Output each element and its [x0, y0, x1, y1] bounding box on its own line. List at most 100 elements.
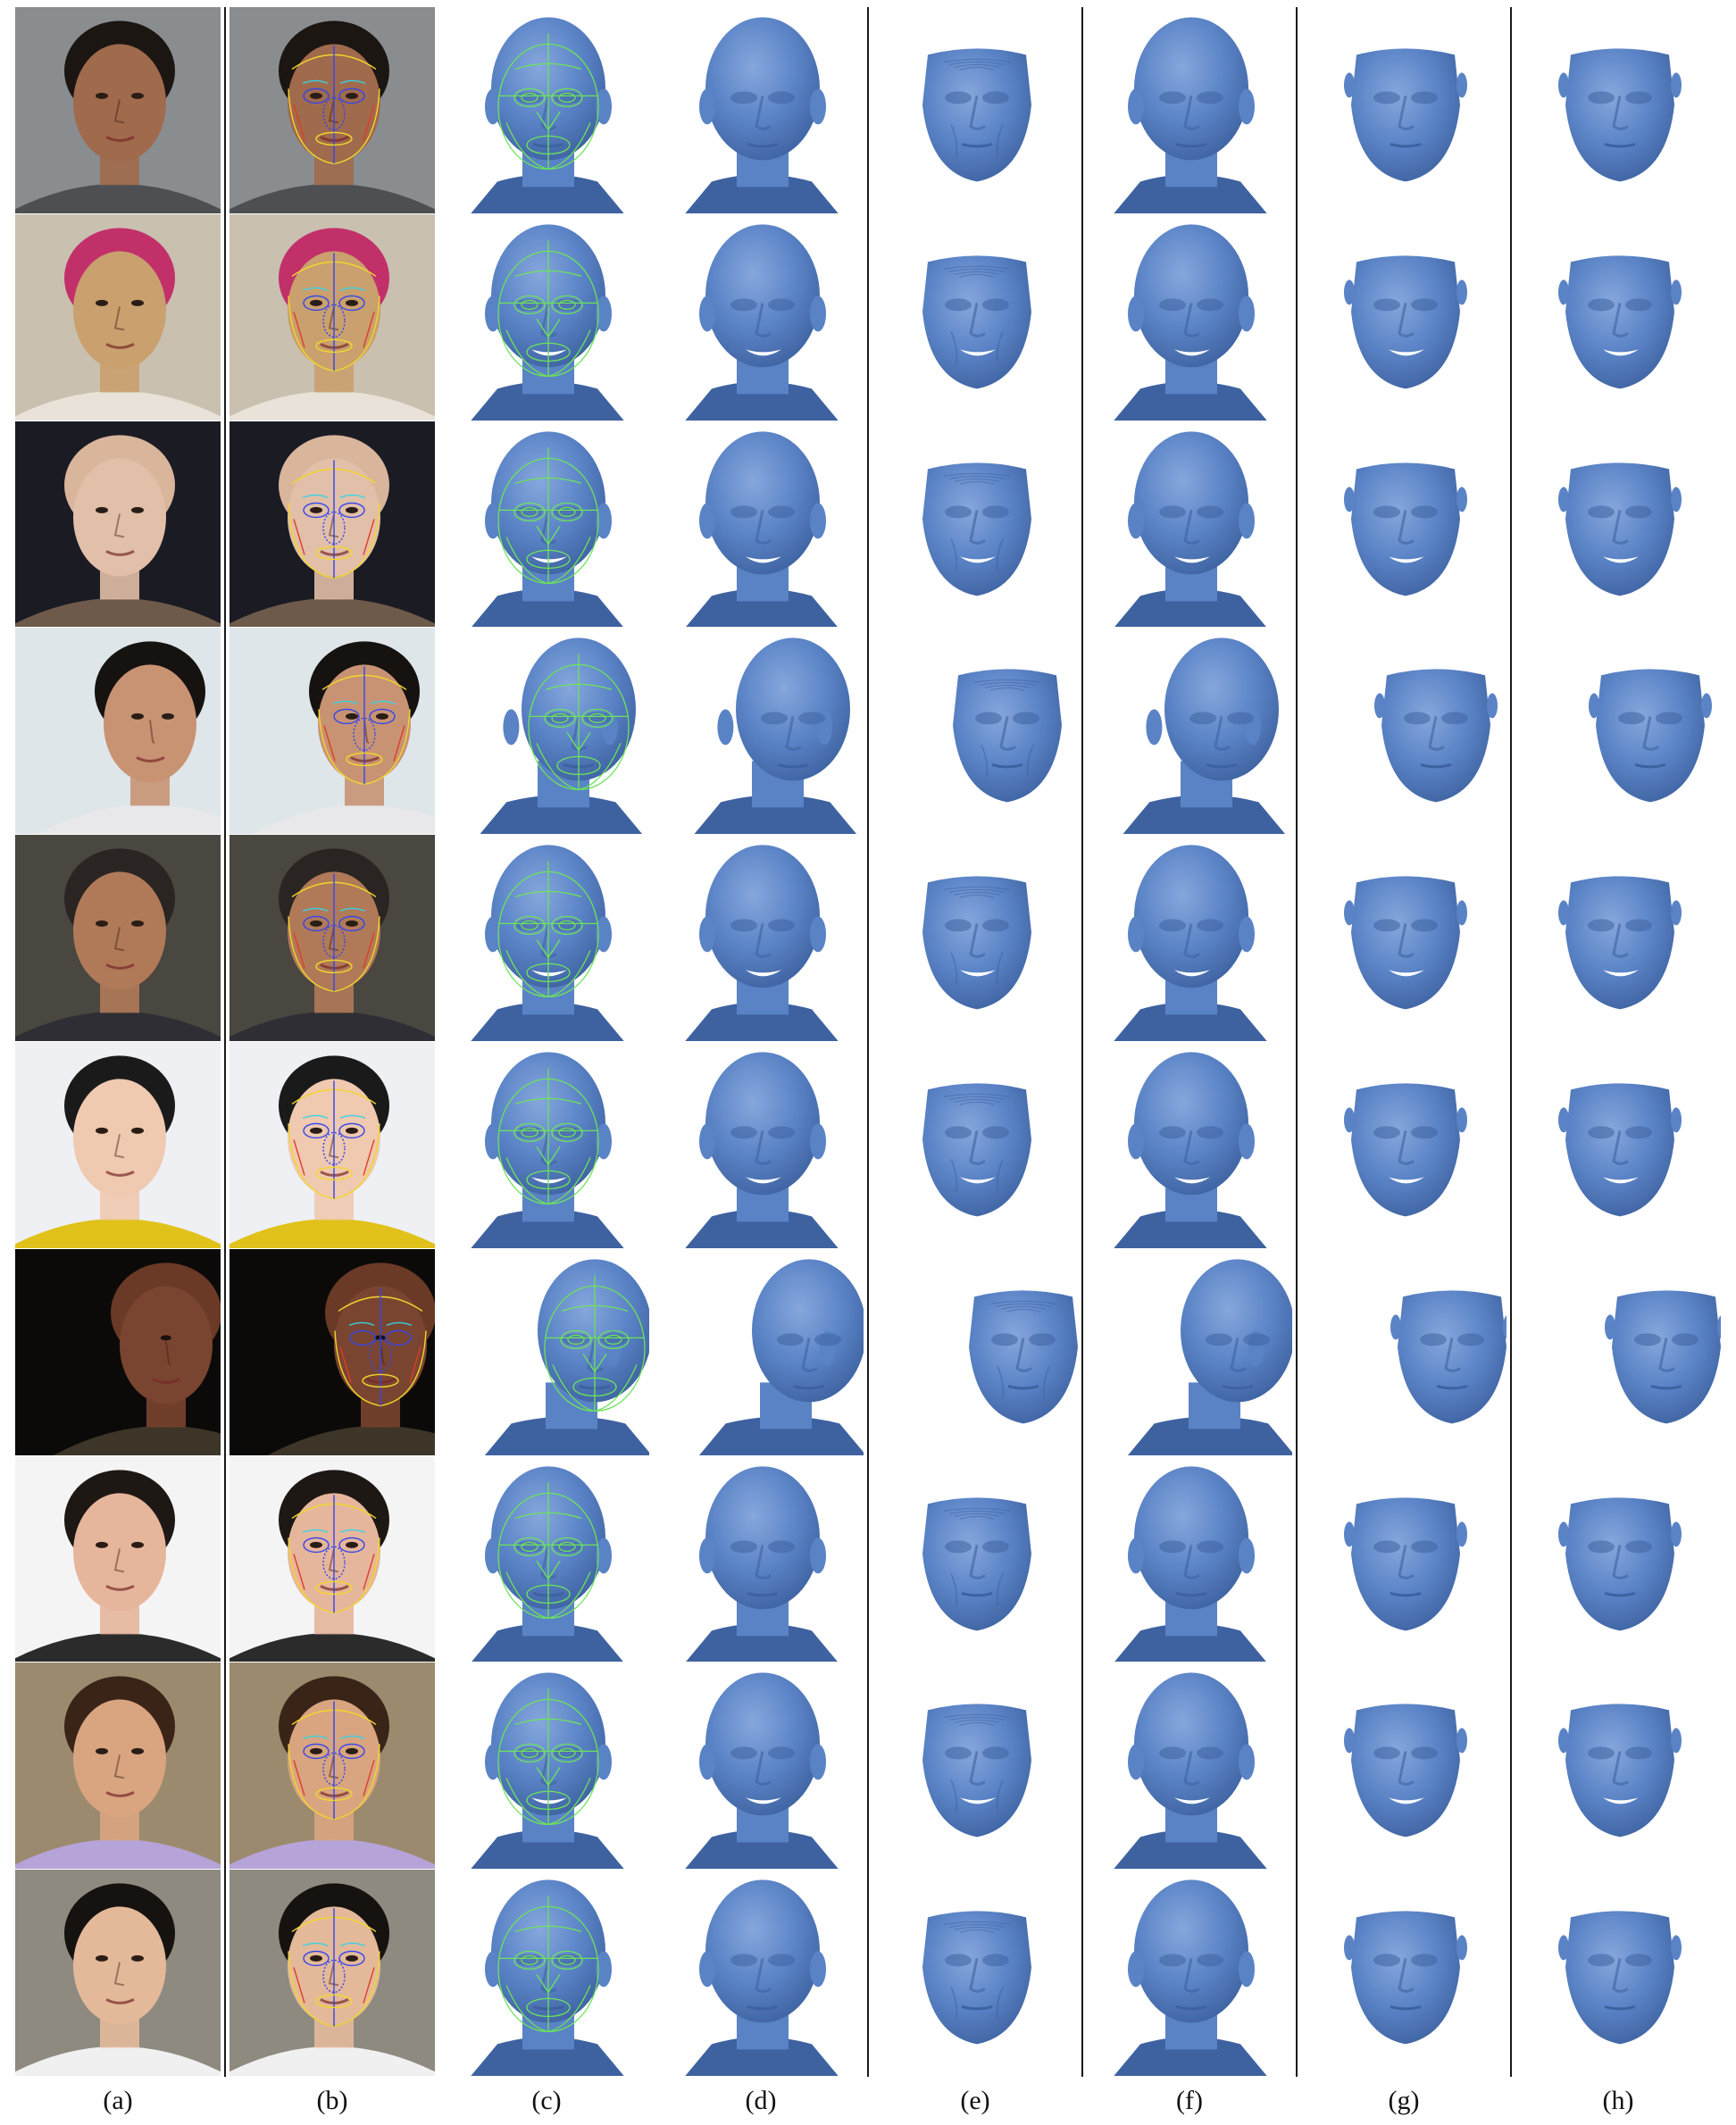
- landmark-overlay: [230, 1042, 435, 1248]
- detailed-face-graphic: [922, 48, 1031, 182]
- detailed-face: [872, 214, 1078, 421]
- full-head-mesh-graphic: [685, 1052, 839, 1248]
- face-mesh-b: [1515, 7, 1721, 213]
- head-mesh: [1087, 1042, 1292, 1248]
- input-photo: [15, 213, 221, 421]
- wireframe-head-graphic: [471, 1465, 624, 1662]
- landmark-overlay-graphic: [230, 1870, 435, 2076]
- face-mesh-a: [1301, 421, 1506, 628]
- input-photo: [15, 1042, 221, 1248]
- full-head-mesh: [658, 1870, 864, 2076]
- result-row: [11, 1042, 1725, 1248]
- input-photo-graphic: [15, 1870, 221, 2076]
- head-mesh: [1087, 835, 1292, 1041]
- face-mesh-b: [1515, 1042, 1721, 1248]
- result-row: [11, 628, 1725, 835]
- face-mesh-b: [1515, 214, 1721, 421]
- full-head-mesh-graphic: [699, 1259, 864, 1455]
- column-label: (d): [745, 2086, 777, 2115]
- detailed-face: [872, 7, 1078, 213]
- face-mesh-b-graphic: [1558, 1911, 1682, 2045]
- face-mesh-a-graphic: [1344, 255, 1467, 389]
- input-photo-graphic: [15, 421, 221, 628]
- landmark-overlay-graphic: [230, 835, 435, 1041]
- landmark-overlay: [230, 1662, 435, 1870]
- detailed-face: [872, 628, 1078, 834]
- face-mesh-a-graphic: [1344, 462, 1467, 596]
- detailed-face: [872, 1042, 1078, 1248]
- full-head-mesh: [658, 628, 864, 835]
- full-head-mesh: [658, 1456, 864, 1662]
- face-mesh-a-graphic: [1344, 1704, 1467, 1838]
- detailed-face-graphic: [922, 462, 1031, 596]
- face-mesh-b-graphic: [1605, 1290, 1721, 1424]
- full-head-mesh-graphic: [685, 224, 839, 421]
- full-head-mesh-graphic: [694, 638, 856, 835]
- face-mesh-b: [1515, 421, 1721, 628]
- landmark-overlay: [230, 421, 435, 628]
- column-label: (c): [531, 2086, 562, 2115]
- column-label: (g): [1388, 2086, 1420, 2115]
- result-row: [11, 1662, 1725, 1870]
- wireframe-head-graphic: [471, 845, 624, 1041]
- face-mesh-a: [1301, 1456, 1506, 1662]
- full-head-mesh-graphic: [685, 845, 839, 1041]
- full-head-mesh: [658, 7, 864, 213]
- input-photo: [15, 1455, 221, 1662]
- column-divider: [1296, 7, 1298, 2077]
- detailed-face: [872, 1870, 1078, 2076]
- input-photo-graphic: [15, 1248, 221, 1455]
- face-mesh-a: [1301, 1249, 1506, 1455]
- column-label: (a): [103, 2086, 133, 2115]
- wireframe-head: [444, 214, 649, 421]
- head-mesh: [1087, 7, 1292, 213]
- full-head-mesh: [658, 835, 864, 1041]
- landmark-overlay-graphic: [230, 213, 435, 421]
- full-head-mesh-graphic: [685, 1879, 839, 2076]
- input-photo: [15, 628, 221, 835]
- face-mesh-a: [1301, 1870, 1506, 2076]
- face-mesh-a-graphic: [1344, 48, 1467, 182]
- result-row: [11, 421, 1725, 628]
- column-labels: (a) (b) (c) (d) (e) (f) (g) (h): [11, 2077, 1725, 2125]
- input-photo: [15, 1248, 221, 1455]
- input-photo-graphic: [15, 7, 221, 213]
- result-row: [11, 1870, 1725, 2076]
- result-row: [11, 7, 1725, 213]
- head-mesh: [1087, 1249, 1292, 1455]
- figure-grid: [11, 7, 1725, 2077]
- input-photo-graphic: [15, 213, 221, 421]
- column-label: (f): [1176, 2086, 1203, 2115]
- landmark-overlay: [230, 7, 435, 213]
- head-mesh-graphic: [1114, 1672, 1267, 1870]
- wireframe-head: [444, 1456, 649, 1662]
- detailed-face: [872, 1249, 1078, 1455]
- column-label: (e): [960, 2086, 990, 2115]
- detailed-face-graphic: [922, 1496, 1031, 1630]
- landmark-overlay-graphic: [230, 7, 435, 213]
- head-mesh-graphic: [1114, 1052, 1267, 1248]
- face-mesh-a-graphic: [1390, 1290, 1506, 1424]
- wireframe-head-graphic: [471, 1879, 624, 2076]
- wireframe-head: [444, 7, 649, 213]
- head-mesh: [1087, 1662, 1292, 1870]
- wireframe-head: [444, 1249, 649, 1455]
- head-mesh-graphic: [1123, 638, 1285, 835]
- full-head-mesh: [658, 1042, 864, 1248]
- face-mesh-a: [1301, 1662, 1506, 1869]
- face-mesh-b: [1515, 1662, 1721, 1869]
- face-mesh-b-graphic: [1558, 255, 1682, 389]
- full-head-mesh-graphic: [685, 430, 839, 628]
- detailed-face-graphic: [922, 1911, 1031, 2045]
- full-head-mesh-graphic: [685, 1465, 839, 1662]
- input-photo: [15, 1662, 221, 1870]
- head-mesh: [1087, 628, 1292, 835]
- input-photo: [15, 835, 221, 1041]
- wireframe-head: [444, 628, 649, 835]
- input-photo: [15, 7, 221, 213]
- landmark-overlay: [230, 213, 435, 421]
- wireframe-head-graphic: [480, 638, 642, 835]
- input-photo-graphic: [15, 1455, 221, 1662]
- result-row: [11, 1248, 1725, 1455]
- landmark-overlay-graphic: [230, 1455, 435, 1662]
